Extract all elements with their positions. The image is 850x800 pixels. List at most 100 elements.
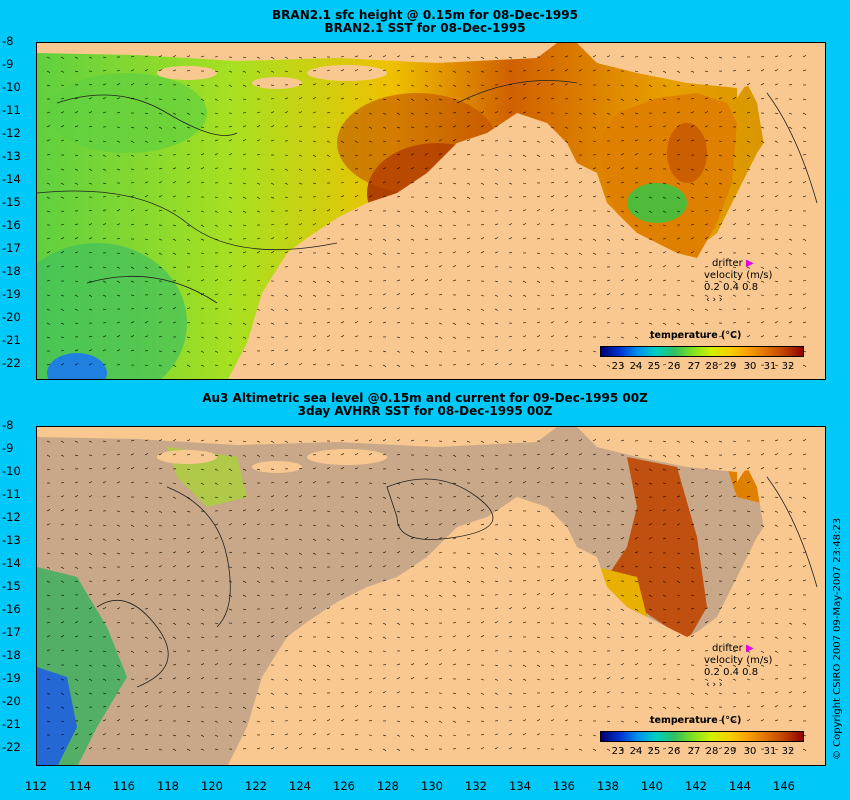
current-arrow [46, 664, 51, 666]
current-arrow [256, 621, 261, 624]
current-arrow [522, 349, 527, 352]
current-arrow [270, 454, 275, 457]
current-arrow [732, 294, 737, 297]
current-arrow [746, 209, 751, 212]
current-arrow [270, 224, 275, 226]
current-arrow [326, 607, 331, 610]
current-arrow [228, 322, 233, 325]
colorbar-tick: 26 [667, 746, 681, 757]
current-arrow [256, 440, 261, 443]
current-arrow [424, 454, 429, 457]
current-arrow [298, 349, 303, 352]
current-arrow [550, 308, 555, 310]
current-arrow [410, 307, 415, 310]
current-arrow [508, 467, 513, 470]
current-arrow [88, 635, 93, 638]
current-arrow [690, 308, 695, 311]
current-arrow [634, 84, 639, 87]
current-arrow [690, 635, 695, 638]
current-arrow [410, 524, 415, 526]
current-arrow [144, 691, 149, 694]
current-arrow [466, 182, 471, 185]
current-arrow [452, 350, 457, 352]
current-arrow [522, 495, 527, 498]
current-arrow [200, 98, 205, 101]
current-arrow [634, 706, 639, 709]
current-arrow [648, 196, 653, 199]
x-tick-label: 144 [729, 779, 751, 793]
current-arrow [382, 691, 387, 694]
current-arrow [326, 223, 331, 226]
current-arrow [480, 649, 485, 652]
current-arrow [88, 607, 93, 610]
current-arrow [620, 650, 625, 652]
current-arrow [46, 125, 51, 128]
current-arrow [102, 678, 107, 681]
colorbar-tick: 24 [629, 746, 643, 757]
current-arrow [410, 140, 415, 142]
current-arrow [732, 607, 737, 610]
current-arrow [214, 139, 219, 142]
current-arrow [592, 608, 597, 611]
current-arrow [200, 608, 205, 611]
current-arrow [340, 579, 345, 582]
current-arrow [438, 523, 443, 526]
current-arrow [494, 363, 499, 366]
current-arrow [396, 153, 401, 156]
current-arrow [788, 510, 793, 513]
current-arrow [60, 224, 65, 226]
current-arrow [312, 111, 317, 114]
current-arrow [494, 706, 499, 709]
current-arrow [74, 621, 79, 624]
current-arrow [704, 621, 709, 624]
current-arrow [284, 237, 289, 240]
current-arrow [256, 594, 261, 597]
current-arrow [228, 706, 233, 709]
current-arrow [172, 238, 177, 241]
current-arrow [396, 677, 401, 680]
current-arrow [732, 56, 737, 58]
current-arrow [480, 552, 485, 555]
current-arrow [676, 566, 681, 569]
current-arrow [522, 747, 527, 750]
current-arrow [172, 321, 177, 324]
current-arrow [172, 496, 177, 499]
current-arrow [158, 83, 163, 86]
current-arrow [284, 495, 289, 498]
current-arrow [172, 677, 177, 680]
current-arrow [130, 481, 135, 484]
current-arrow [508, 294, 513, 297]
current-arrow [774, 195, 779, 198]
current-arrow [396, 112, 401, 115]
current-arrow [606, 126, 611, 129]
current-arrow [704, 552, 709, 555]
current-arrow [130, 692, 135, 694]
current-arrow [270, 621, 275, 624]
current-arrow [186, 98, 191, 101]
current-arrow [298, 363, 303, 366]
current-arrow [480, 608, 485, 610]
current-arrow [662, 196, 667, 199]
current-arrow [508, 733, 513, 736]
current-arrow [480, 566, 485, 569]
current-arrow [228, 608, 233, 611]
current-arrow [452, 279, 457, 282]
current-arrow [788, 650, 793, 653]
current-arrow [228, 468, 233, 471]
current-arrow [648, 70, 653, 73]
current-arrow [564, 252, 569, 255]
current-arrow [746, 252, 751, 254]
current-arrow [718, 636, 723, 638]
current-arrow [718, 495, 723, 498]
current-arrow [676, 552, 681, 554]
current-arrow [452, 139, 457, 142]
current-arrow [144, 593, 149, 596]
current-arrow [732, 168, 737, 171]
current-arrow [732, 237, 737, 240]
current-arrow [200, 153, 205, 156]
current-arrow [186, 196, 191, 198]
current-arrow [424, 594, 429, 597]
current-arrow [704, 70, 709, 73]
current-arrow [480, 168, 485, 171]
current-arrow [270, 440, 275, 443]
